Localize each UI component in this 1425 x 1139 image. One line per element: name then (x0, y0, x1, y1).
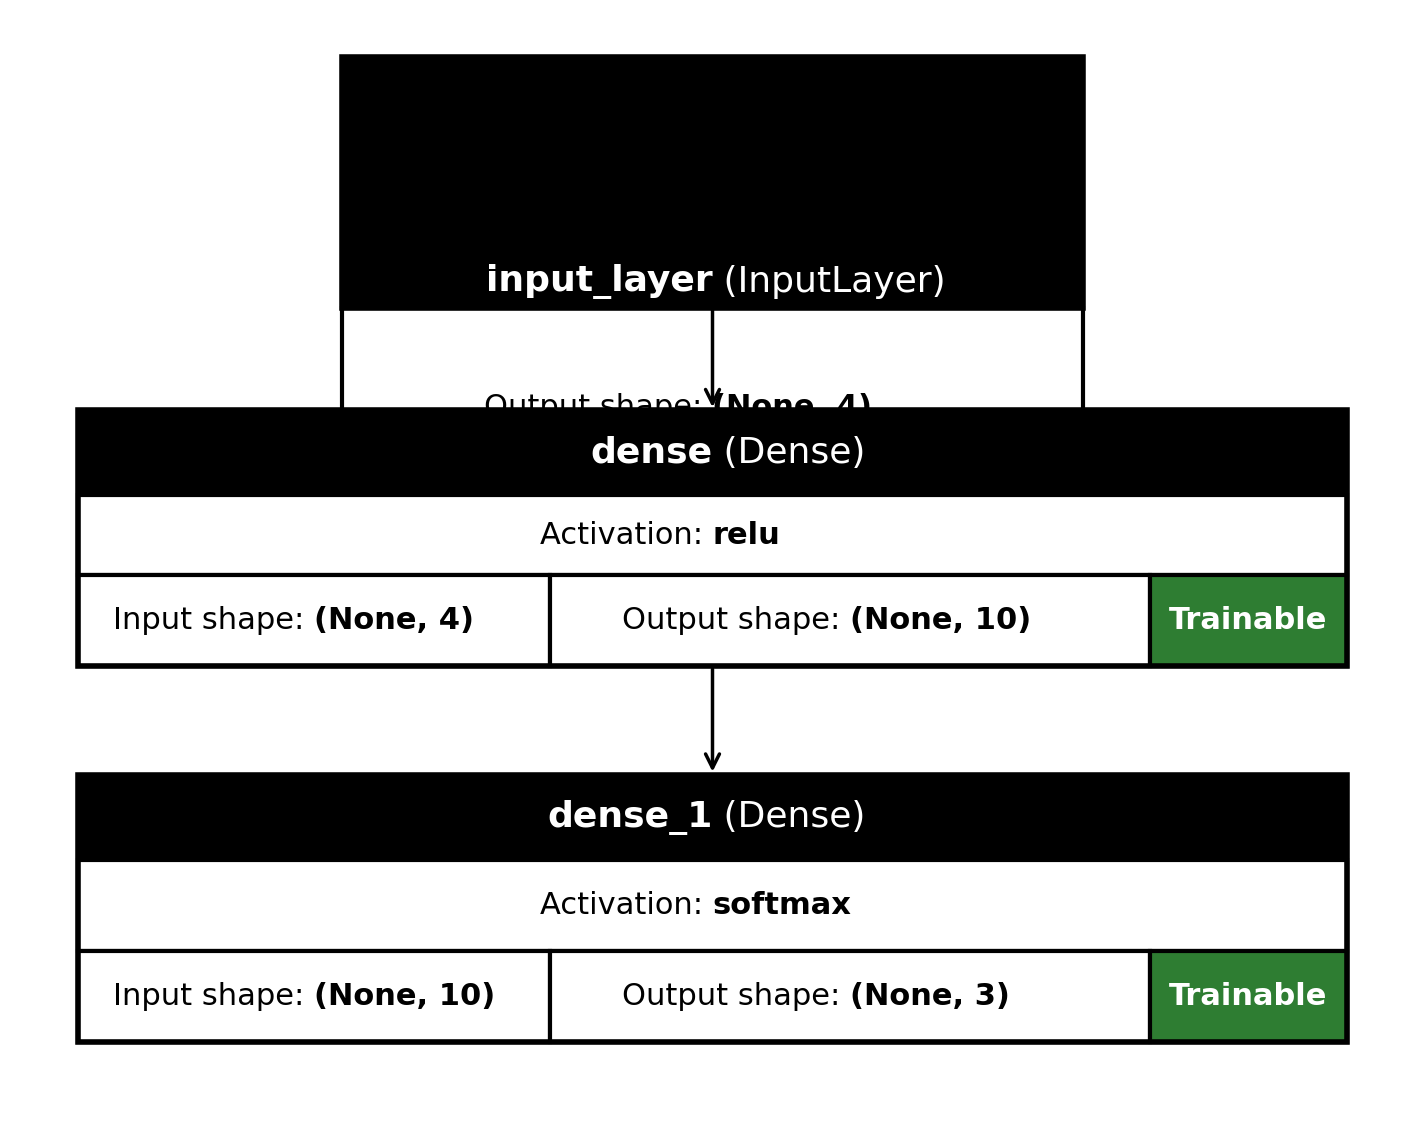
Text: dense_1: dense_1 (547, 800, 712, 835)
Bar (342, 57, 1083, 308)
Bar (342, 57, 1083, 507)
Text: Output shape:: Output shape: (621, 606, 849, 636)
Text: Input shape:: Input shape: (113, 982, 314, 1011)
Bar (1150, 575, 1347, 666)
Text: (None, 10): (None, 10) (849, 606, 1032, 636)
Text: Trainable: Trainable (1168, 982, 1328, 1011)
Text: Activation:: Activation: (540, 891, 712, 920)
Bar (1150, 951, 1347, 1042)
Bar (1150, 951, 1347, 1042)
Text: Input shape:: Input shape: (113, 606, 314, 636)
Bar (78, 860, 1347, 951)
Text: Output shape:: Output shape: (485, 393, 712, 421)
Bar (550, 575, 1150, 666)
Bar (78, 951, 550, 1042)
Text: softmax: softmax (712, 891, 851, 920)
Text: (Dense): (Dense) (712, 436, 866, 469)
Text: (None, 4): (None, 4) (712, 393, 872, 421)
Text: (None, 10): (None, 10) (314, 982, 496, 1011)
Bar (1150, 575, 1347, 666)
Text: (None, 3): (None, 3) (849, 982, 1010, 1011)
Text: dense: dense (590, 436, 712, 469)
Text: Activation:: Activation: (540, 521, 712, 550)
Text: (InputLayer): (InputLayer) (712, 265, 946, 298)
Text: (None, 4): (None, 4) (314, 606, 475, 636)
Text: input_layer: input_layer (486, 264, 712, 300)
Bar (78, 775, 1347, 1042)
Text: relu: relu (712, 521, 781, 550)
Bar (78, 495, 1347, 575)
Bar (78, 410, 1347, 495)
Text: (Dense): (Dense) (712, 801, 866, 834)
Bar (342, 308, 1083, 507)
Text: Output shape:: Output shape: (621, 982, 849, 1011)
Bar (78, 775, 1347, 860)
Text: Trainable: Trainable (1168, 606, 1328, 636)
Bar (78, 575, 550, 666)
Bar (78, 410, 1347, 666)
Bar (550, 951, 1150, 1042)
